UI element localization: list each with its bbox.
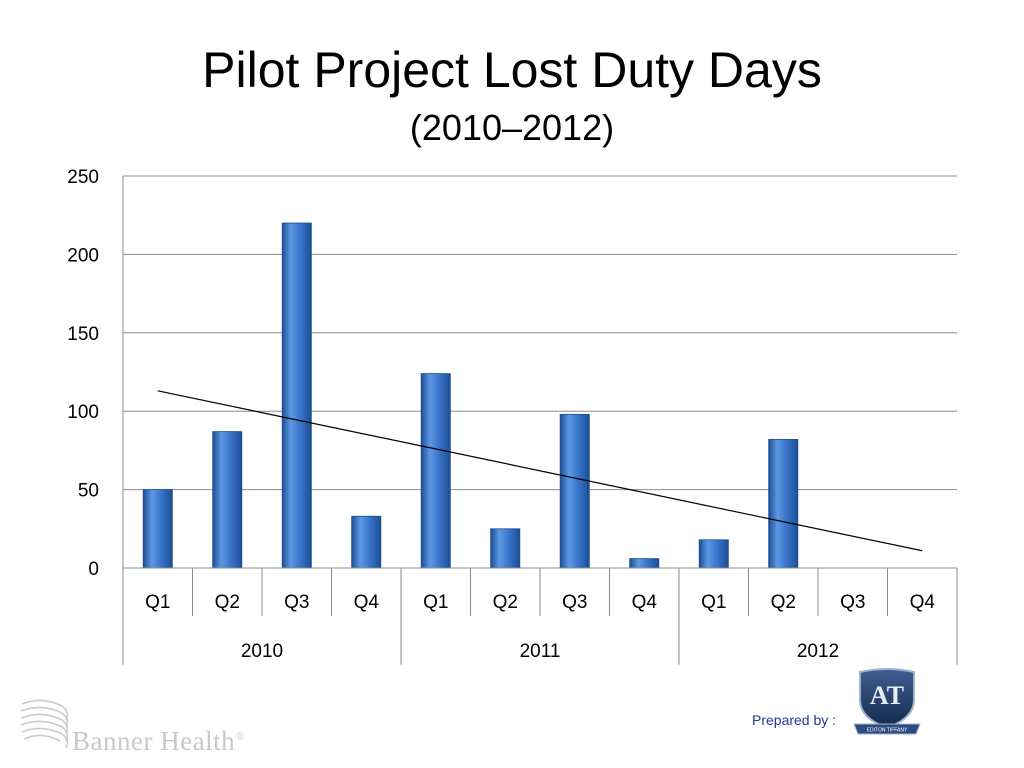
x-tick-label: Q3	[840, 592, 865, 613]
x-tick-label: Q3	[284, 592, 309, 613]
axes	[122, 176, 958, 665]
y-tick-label: 250	[67, 167, 99, 188]
y-tick-label: 50	[78, 481, 99, 502]
y-tick-label: 200	[67, 245, 99, 266]
shield-logo-letters: AT	[870, 681, 904, 710]
bar	[142, 489, 173, 569]
banner-health-logo-icon	[20, 699, 69, 749]
bar	[698, 539, 729, 569]
bar	[768, 439, 799, 569]
bar	[420, 373, 451, 569]
x-tick-label: Q4	[354, 592, 380, 613]
bar	[351, 515, 382, 569]
shield-logo-banner: EDITON TIFFANY	[867, 728, 908, 734]
bar	[490, 528, 521, 569]
y-tick-label: 0	[88, 559, 99, 580]
y-tick-label: 100	[67, 402, 99, 423]
bars	[142, 222, 799, 569]
x-tick-label: Q2	[771, 592, 796, 613]
group-label: 2010	[241, 641, 283, 662]
trendline-layer	[157, 390, 923, 552]
x-tick-label: Q1	[423, 592, 448, 613]
y-tick-label: 150	[67, 324, 99, 345]
bar	[212, 431, 243, 569]
x-tick-label: Q2	[493, 592, 518, 613]
bar	[281, 222, 312, 569]
x-tick-label: Q2	[215, 592, 240, 613]
trendline	[157, 390, 923, 552]
x-tick-label: Q4	[632, 592, 658, 613]
shield-logo-icon: AT EDITON TIFFANY	[853, 668, 921, 735]
slide-subtitle: (2010–2012)	[409, 107, 615, 148]
x-tick-label: Q1	[701, 592, 726, 613]
group-label: 2011	[520, 641, 561, 662]
gridlines	[123, 175, 957, 491]
bar	[559, 413, 590, 569]
x-tick-label: Q1	[145, 592, 170, 613]
prepared-by-label: Prepared by :	[752, 712, 837, 728]
group-label: 2012	[797, 641, 839, 662]
banner-health-logo-text: Banner Health®	[72, 726, 245, 756]
x-tick-label: Q3	[562, 592, 587, 613]
bar	[629, 558, 660, 569]
tick-labels: 0 50 100 150 200 250 Q1 Q2 Q3 Q4 Q1 Q2 Q3 Q4 Q1 Q2 Q3 Q4 2…	[67, 167, 935, 662]
x-tick-label: Q4	[910, 592, 936, 613]
slide-title: Pilot Project Lost Duty Days	[202, 42, 822, 98]
